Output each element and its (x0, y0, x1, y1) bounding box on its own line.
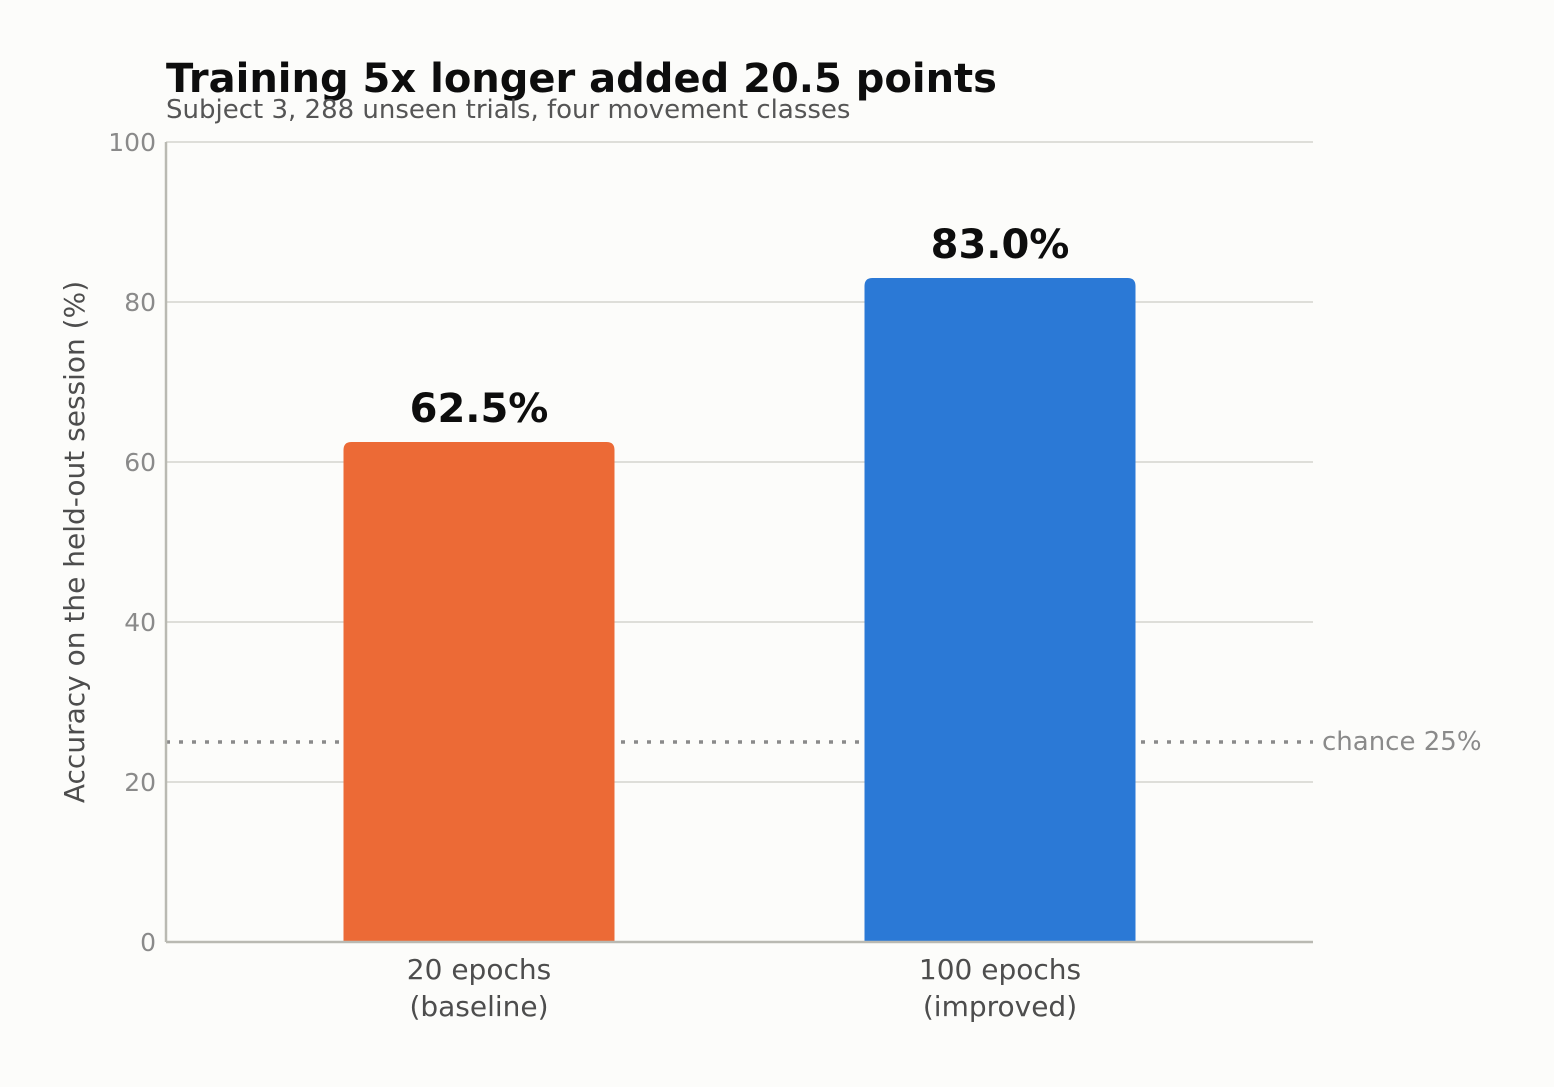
x-tick-label-line2: (baseline) (409, 990, 548, 1023)
grid-lines (166, 141, 1313, 783)
bar-1 (343, 442, 615, 942)
x-tick-label-line1: 20 epochs (407, 953, 551, 986)
axes: 0 20 40 60 80 100 20 epochs (baseline) 100 epoch… (108, 128, 1313, 1023)
x-tick-label-line2: (improved) (923, 990, 1077, 1023)
x-tick-label-line1: 100 epochs (919, 953, 1081, 986)
bars: 62.5% 83.0% (343, 222, 1136, 942)
y-axis-label: Accuracy on the held-out session (%) (58, 281, 91, 803)
y-tick-label: 100 (108, 128, 156, 157)
y-tick-label: 0 (140, 928, 156, 957)
y-tick-label: 40 (124, 608, 156, 637)
bar-value-label: 83.0% (931, 222, 1070, 268)
bar-value-label: 62.5% (410, 386, 549, 432)
bar-2 (864, 278, 1136, 942)
chart-subtitle: Subject 3, 288 unseen trials, four movem… (166, 95, 850, 125)
y-tick-label: 20 (124, 768, 156, 797)
y-tick-label: 60 (124, 448, 156, 477)
chance-reference-label: chance 25% (1322, 727, 1482, 757)
y-tick-label: 80 (124, 288, 156, 317)
reference-line-group: chance 25% (166, 727, 1482, 757)
chart-title: Training 5x longer added 20.5 points (166, 56, 997, 102)
